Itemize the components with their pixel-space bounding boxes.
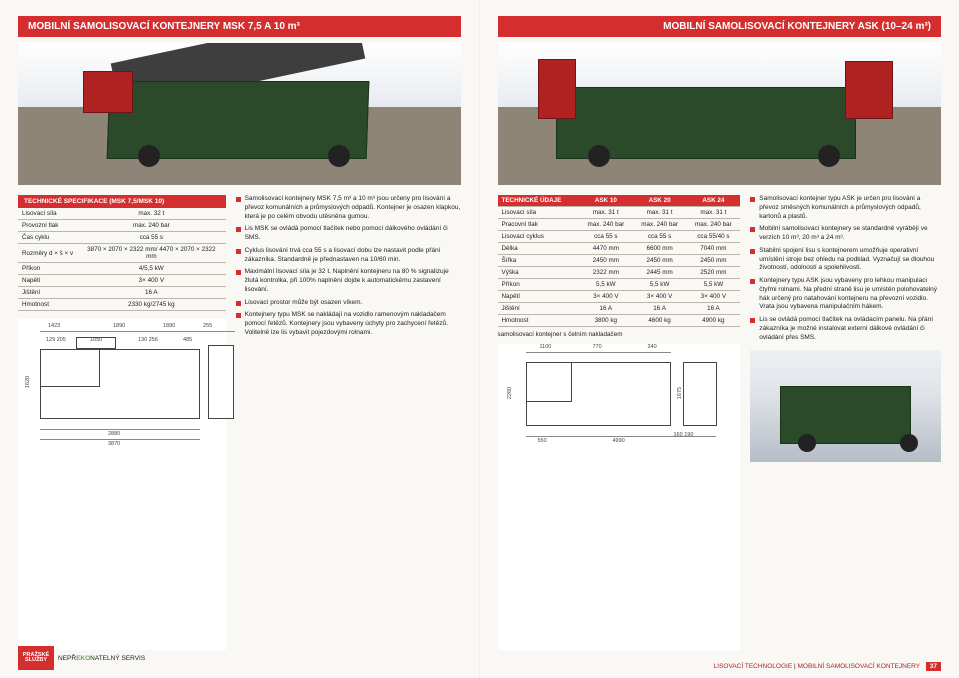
table-row: Délka4470 mm6600 mm7040 mm (498, 243, 741, 255)
list-item: Mobilní samolisovací kontejnery se stand… (750, 225, 941, 243)
right-footer: LISOVACÍ TECHNOLOGIE | MOBILNÍ SAMOLISOV… (498, 663, 942, 670)
list-item: Lisovací prostor může být osazen víkem. (236, 299, 461, 308)
list-item: Kontejnery typu MSK se nakládají na vozi… (236, 311, 461, 337)
brand-logo: PRAŽSKÉ SLUŽBY NEPŘEKONATELNÝ SERVIS (18, 646, 145, 670)
title-bar-left: MOBILNÍ SAMOLISOVACÍ KONTEJNERY MSK 7,5 … (18, 16, 461, 37)
title-left-text: MOBILNÍ SAMOLISOVACÍ KONTEJNERY MSK 7,5 … (28, 21, 300, 32)
right-caption: samolisovací kontejner s čelním nakladač… (498, 331, 741, 338)
left-spec-title: TECHNICKÉ SPECIFIKACE (MSK 7,5/MSK 10) (18, 195, 226, 208)
title-bar-right: MOBILNÍ SAMOLISOVACÍ KONTEJNERY ASK (10–… (498, 16, 942, 37)
table-row: Hmotnost2330 kg/2745 kg (18, 299, 226, 311)
list-item: Cyklus lisování trvá cca 55 s a lisovací… (236, 247, 461, 265)
right-bullets: Samolisovací kontejner typu ASK je určen… (750, 195, 941, 346)
footer-tagline: NEPŘEKONATELNÝ SERVIS (58, 655, 145, 662)
page-number: 37 (926, 662, 941, 671)
left-footer: PRAŽSKÉ SLUŽBY NEPŘEKONATELNÝ SERVIS (18, 646, 461, 670)
table-row: Napětí3× 400 V3× 400 V3× 400 V (498, 291, 741, 303)
right-diagram: 1100 770 240 2260 1675 160 190 550 4990 (498, 344, 741, 650)
table-row: Jištění16 A16 A16 A (498, 303, 741, 315)
table-row: Lisovací sílamax. 31 tmax. 31 tmax. 31 t (498, 207, 741, 219)
list-item: Samolisovací kontejnery MSK 7,5 m³ a 10 … (236, 195, 461, 221)
table-row: Jištění16 A (18, 287, 226, 299)
hero-photo-left (18, 43, 461, 185)
left-spec-table: Lisovací sílamax. 32 t Provozní tlakmax.… (18, 208, 226, 311)
footer-breadcrumb: LISOVACÍ TECHNOLOGIE | MOBILNÍ SAMOLISOV… (714, 663, 941, 670)
table-row: Příkon5,5 kW5,5 kW5,5 kW (498, 279, 741, 291)
left-diagram: 1423 1890 1890 255 129 205 1050 130 256 … (18, 319, 226, 650)
table-row: Výška2322 mm2445 mm2520 mm (498, 267, 741, 279)
hero-photo-right (498, 43, 942, 185)
list-item: Lis MSK se ovládá pomocí tlačítek nebo p… (236, 225, 461, 243)
table-row: Příkon4/5,5 kW (18, 263, 226, 275)
left-bullets: Samolisovací kontejnery MSK 7,5 m³ a 10 … (236, 195, 461, 342)
table-row: Hmotnost3800 kg4600 kg4900 kg (498, 315, 741, 327)
table-row: Pracovní tlakmax. 240 barmax. 240 barmax… (498, 219, 741, 231)
title-right-text: MOBILNÍ SAMOLISOVACÍ KONTEJNERY ASK (10–… (663, 21, 931, 32)
list-item: Kontejnery typu ASK jsou vybaveny pro le… (750, 277, 941, 312)
right-lower-row: TECHNICKÉ ÚDAJE ASK 10 ASK 20 ASK 24 Lis… (498, 195, 942, 650)
right-spec-table: TECHNICKÉ ÚDAJE ASK 10 ASK 20 ASK 24 Lis… (498, 195, 741, 327)
table-row: Lisovací sílamax. 32 t (18, 208, 226, 220)
table-row: Lisovací cykluscca 55 scca 55 scca 55/40… (498, 231, 741, 243)
left-lower-row: TECHNICKÉ SPECIFIKACE (MSK 7,5/MSK 10) L… (18, 195, 461, 650)
left-page: MOBILNÍ SAMOLISOVACÍ KONTEJNERY MSK 7,5 … (0, 0, 480, 678)
table-row: Rozměry d × š × v3870 × 2070 × 2322 mm/ … (18, 244, 226, 263)
small-photo (750, 350, 941, 462)
right-page: MOBILNÍ SAMOLISOVACÍ KONTEJNERY ASK (10–… (480, 0, 959, 678)
table-row: Napětí3× 400 V (18, 275, 226, 287)
table-row: TECHNICKÉ ÚDAJE ASK 10 ASK 20 ASK 24 (498, 195, 741, 207)
table-row: Šířka2450 mm2450 mm2450 mm (498, 255, 741, 267)
logo-badge: PRAŽSKÉ SLUŽBY (18, 646, 54, 670)
table-row: Čas cyklucca 55 s (18, 232, 226, 244)
list-item: Samolisovací kontejner typu ASK je určen… (750, 195, 941, 221)
table-row: Provozní tlakmax. 240 bar (18, 220, 226, 232)
list-item: Lis se ovládá pomocí tlačítek na ovládac… (750, 316, 941, 342)
list-item: Stabilní spojení lisu s kontejnerem umož… (750, 247, 941, 273)
list-item: Maximální lisovací síla je 32 t. Naplněn… (236, 268, 461, 294)
